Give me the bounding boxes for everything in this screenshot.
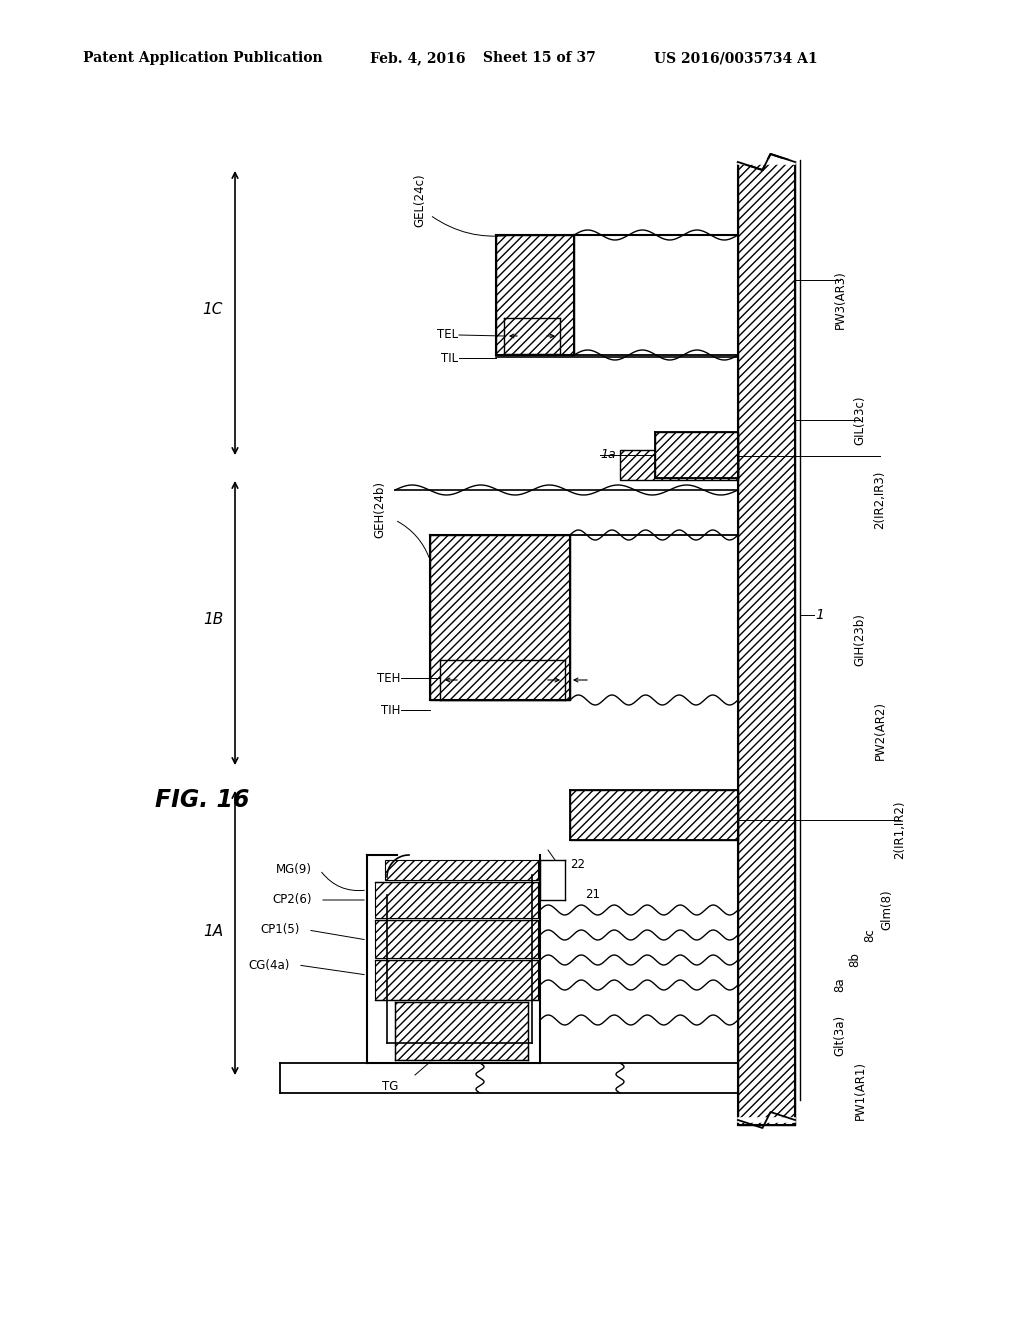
Bar [375, 882, 538, 917]
Bar [395, 1002, 528, 1060]
Text: PW2(AR2): PW2(AR2) [873, 701, 887, 759]
Text: Glt(3a): Glt(3a) [834, 1015, 847, 1056]
Text: FIG. 16: FIG. 16 [155, 788, 250, 812]
Text: GIL(23c): GIL(23c) [853, 395, 866, 445]
Text: Sheet 15 of 37: Sheet 15 of 37 [483, 51, 596, 65]
Text: CP1(5): CP1(5) [261, 924, 300, 936]
Text: Patent Application Publication: Patent Application Publication [83, 51, 323, 65]
Text: 8b: 8b [849, 953, 861, 968]
Text: 8c: 8c [863, 928, 877, 942]
Text: US 2016/0035734 A1: US 2016/0035734 A1 [654, 51, 817, 65]
Text: 8a: 8a [834, 978, 847, 993]
Text: GEH(24b): GEH(24b) [374, 482, 386, 539]
Bar [738, 162, 795, 1125]
Text: Feb. 4, 2016: Feb. 4, 2016 [370, 51, 466, 65]
Text: 1C: 1C [203, 302, 223, 318]
Text: Glm(8): Glm(8) [881, 890, 894, 931]
Bar [430, 535, 570, 700]
Text: TEL: TEL [437, 329, 458, 342]
Bar [655, 432, 738, 478]
Text: GIH(23b): GIH(23b) [853, 614, 866, 667]
Bar [385, 861, 538, 880]
Text: 1B: 1B [203, 612, 223, 627]
Text: 21: 21 [585, 888, 600, 902]
Text: 2(IR1,IR2): 2(IR1,IR2) [894, 801, 906, 859]
Polygon shape [620, 450, 738, 480]
Text: 2(IR2,IR3): 2(IR2,IR3) [873, 471, 887, 529]
Text: TIL: TIL [441, 351, 458, 364]
Text: MG(9): MG(9) [276, 863, 312, 876]
Text: TIH: TIH [381, 704, 400, 717]
Bar [570, 789, 738, 840]
Text: 1a: 1a [600, 449, 615, 462]
Text: TG: TG [382, 1080, 398, 1093]
Text: CP2(6): CP2(6) [272, 894, 312, 907]
Text: PW3(AR3): PW3(AR3) [834, 271, 847, 330]
Text: TEH: TEH [377, 672, 400, 685]
Bar [375, 960, 538, 1001]
Text: GEL(24c): GEL(24c) [414, 173, 427, 227]
Text: PW1(AR1): PW1(AR1) [853, 1060, 866, 1119]
Text: 22: 22 [570, 858, 585, 871]
Text: 1A: 1A [203, 924, 223, 940]
Text: 1: 1 [815, 609, 824, 622]
Bar [375, 920, 538, 958]
Bar [496, 235, 574, 355]
Text: CG(4a): CG(4a) [249, 958, 290, 972]
